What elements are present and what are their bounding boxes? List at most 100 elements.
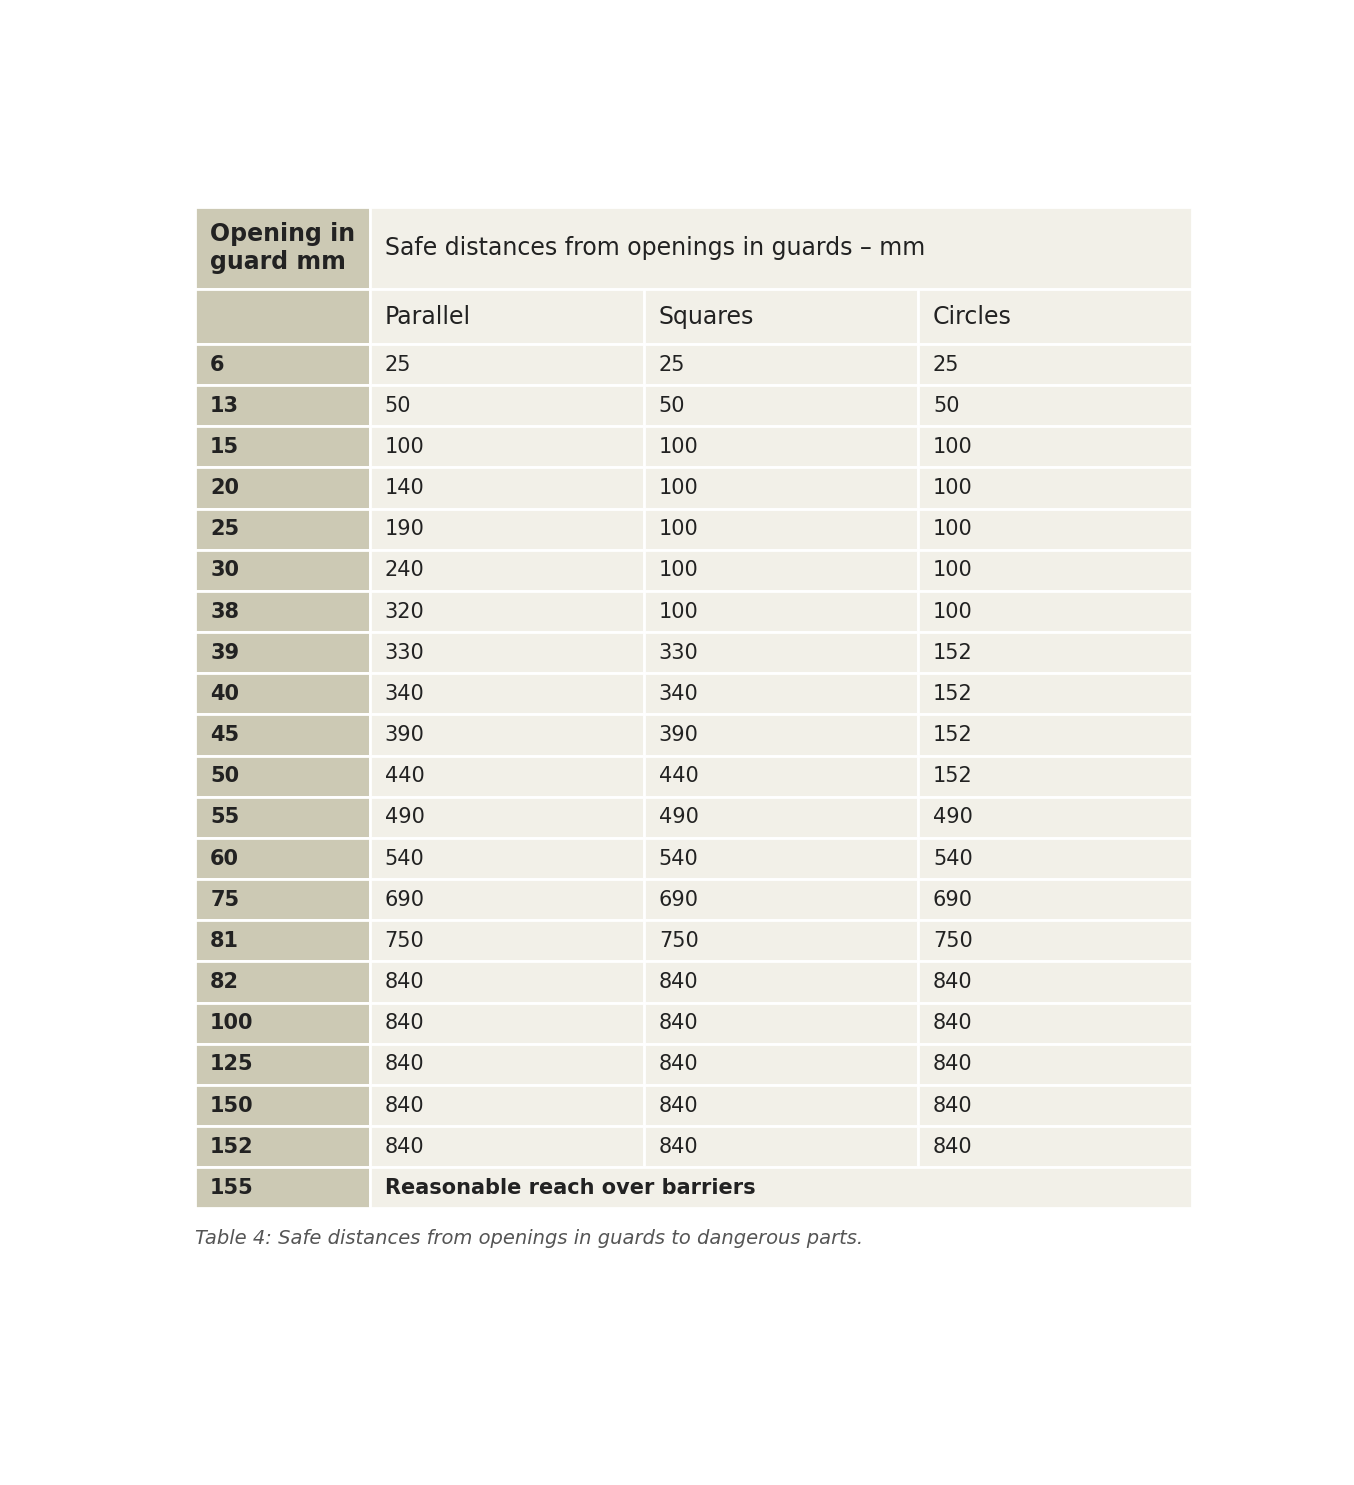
Text: 125: 125 [210,1054,253,1074]
Bar [370,206,1193,290]
Text: 20: 20 [210,478,240,497]
Bar [645,921,918,961]
Text: 540: 540 [933,848,972,869]
Bar [370,468,645,509]
Bar [918,549,1193,591]
Bar [195,290,370,345]
Text: 25: 25 [659,355,685,374]
Text: 840: 840 [933,1096,972,1115]
Text: 690: 690 [659,890,699,910]
Bar [195,509,370,549]
Text: 490: 490 [933,808,972,827]
Text: 100: 100 [659,478,699,497]
Text: 690: 690 [933,890,974,910]
Bar [370,838,645,879]
Bar [370,426,645,468]
Text: 50: 50 [385,395,412,416]
Text: Parallel: Parallel [385,304,471,328]
Text: 155: 155 [210,1178,255,1198]
Text: 490: 490 [659,808,699,827]
Bar [370,1086,645,1126]
Text: 330: 330 [385,643,424,662]
Text: 25: 25 [385,355,412,374]
Text: 6: 6 [210,355,225,374]
Bar [918,879,1193,921]
Bar [195,921,370,961]
Bar [370,879,645,921]
Bar [370,385,645,426]
Bar [645,633,918,673]
Text: 40: 40 [210,685,240,704]
Text: 100: 100 [659,601,699,622]
Text: 340: 340 [385,685,424,704]
Text: 75: 75 [210,890,240,910]
Bar [645,426,918,468]
Text: 840: 840 [933,973,972,992]
Bar [195,879,370,921]
Text: 440: 440 [385,766,424,786]
Bar [195,838,370,879]
Text: 490: 490 [385,808,425,827]
Bar [195,797,370,838]
Text: 25: 25 [933,355,960,374]
Bar [918,633,1193,673]
Bar [645,714,918,756]
Bar [370,797,645,838]
Bar [918,385,1193,426]
Bar [195,385,370,426]
Bar [645,290,918,345]
Text: 39: 39 [210,643,240,662]
Text: 840: 840 [385,973,424,992]
Bar [918,1086,1193,1126]
Bar [645,549,918,591]
Text: 840: 840 [933,1054,972,1074]
Bar [645,1044,918,1086]
Text: 45: 45 [210,725,240,745]
Text: Reasonable reach over barriers: Reasonable reach over barriers [385,1178,756,1198]
Bar [645,468,918,509]
Bar [918,591,1193,633]
Bar [918,797,1193,838]
Text: 100: 100 [210,1013,253,1034]
Bar [370,1044,645,1086]
Bar [195,206,370,290]
Bar [195,961,370,1002]
Text: 50: 50 [210,766,240,786]
Text: 840: 840 [933,1136,972,1157]
Bar [918,714,1193,756]
Bar [918,1126,1193,1167]
Text: 390: 390 [385,725,425,745]
Bar [918,838,1193,879]
Bar [370,921,645,961]
Text: 13: 13 [210,395,240,416]
Bar [195,633,370,673]
Bar [195,1044,370,1086]
Text: 15: 15 [210,437,240,457]
Bar [918,673,1193,714]
Text: 152: 152 [933,643,972,662]
Text: 440: 440 [659,766,699,786]
Text: 750: 750 [659,931,699,950]
Bar [370,549,645,591]
Bar [370,756,645,797]
Text: 100: 100 [933,437,972,457]
Text: 60: 60 [210,848,240,869]
Bar [370,673,645,714]
Text: 840: 840 [659,1013,699,1034]
Text: 152: 152 [210,1136,253,1157]
Bar [370,290,645,345]
Bar [195,345,370,385]
Text: 152: 152 [933,685,972,704]
Text: 150: 150 [210,1096,253,1115]
Bar [645,673,918,714]
Text: 152: 152 [933,725,972,745]
Bar [918,509,1193,549]
Bar [195,756,370,797]
Text: 190: 190 [385,520,425,539]
Bar [918,426,1193,468]
Text: 540: 540 [659,848,699,869]
Text: 152: 152 [933,766,972,786]
Text: 750: 750 [385,931,424,950]
Text: Circles: Circles [933,304,1011,328]
Bar [195,426,370,468]
